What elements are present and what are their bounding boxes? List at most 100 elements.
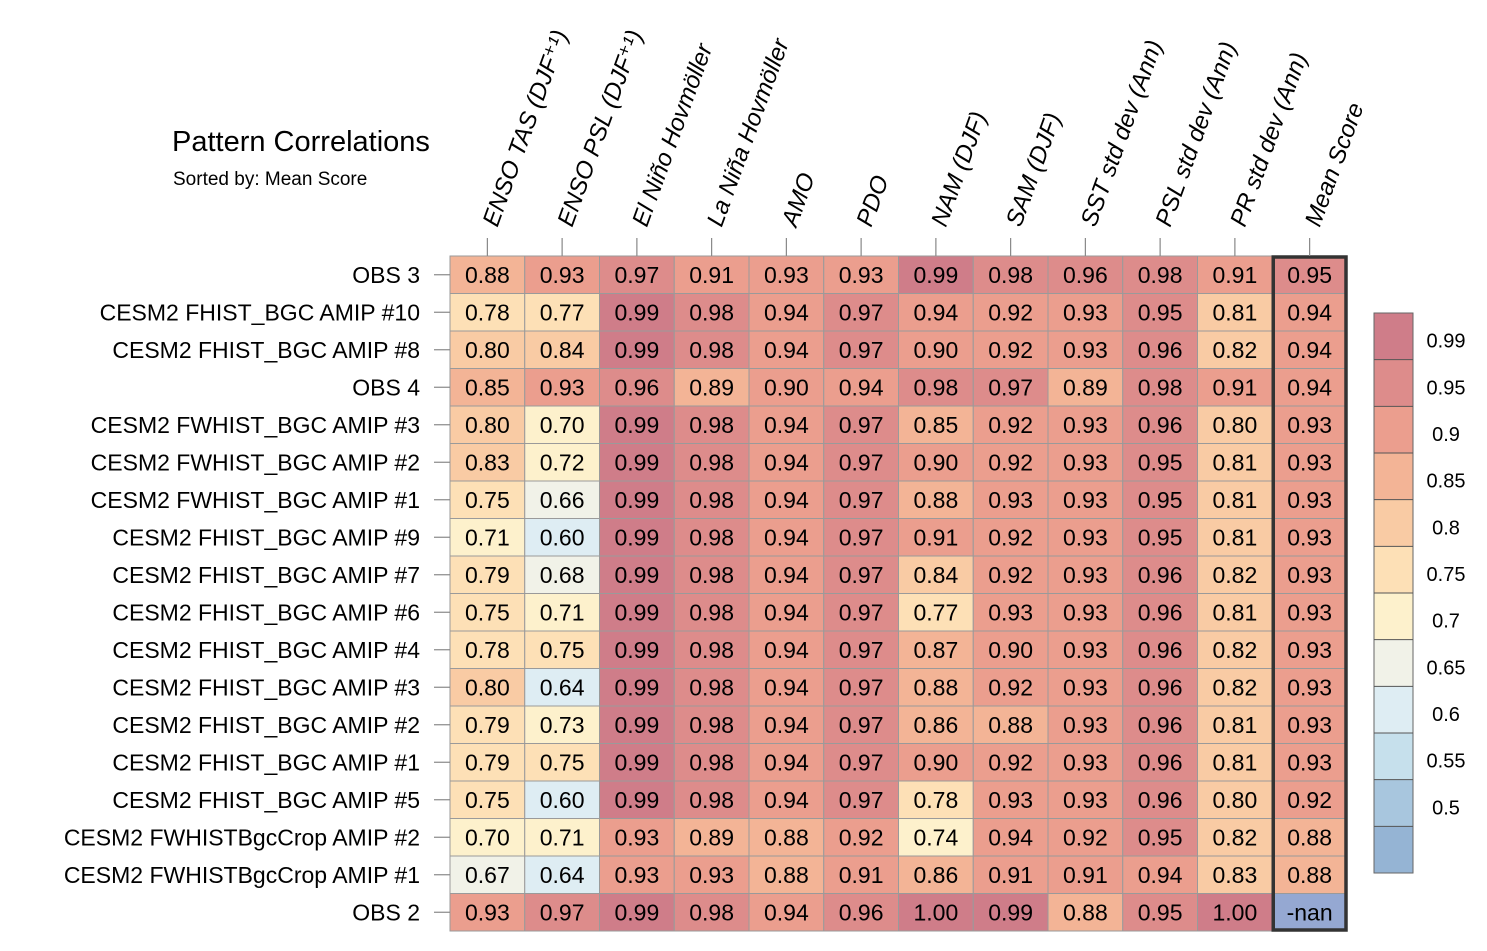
column-label: Mean Score [1300,99,1370,230]
heatmap-cell [524,480,600,519]
cell-value-label: 0.90 [764,374,809,400]
heatmap-cell [673,893,750,932]
cell-value-label: 0.64 [540,862,585,888]
heatmap-cell [972,518,1049,557]
cell-value-label: 0.88 [465,262,510,288]
cell-value-label: 0.67 [465,862,510,888]
colorbar-tick-label: 0.65 [1427,657,1466,679]
heatmap-cell [449,480,526,519]
cell-value-label: 0.92 [988,749,1033,775]
cell-value-label: 0.97 [839,299,884,325]
cell-value-label: 0.96 [1063,262,1108,288]
heatmap-cell [823,630,899,669]
row-label: OBS 4 [352,374,420,400]
heatmap-cell [1122,330,1198,369]
cell-value-label: 0.98 [689,337,734,363]
cell-value-label: 0.96 [1138,562,1183,588]
cell-value-label: 0.94 [764,337,809,363]
heatmap-cell [972,593,1049,632]
heatmap-cell [1197,368,1273,407]
cell-value-label: 0.88 [913,487,958,513]
cell-value-label: 0.75 [465,487,510,513]
heatmap-cell [898,743,974,782]
cell-value-label: 0.92 [1287,787,1332,813]
cell-value-label: 0.99 [614,524,659,550]
cell-value-label: 0.92 [1063,824,1108,850]
cell-value-label: 0.93 [1287,599,1332,625]
colorbar-tick-label: 0.6 [1432,704,1460,726]
cell-value-label: 0.98 [1138,374,1183,400]
cell-value-label: 0.99 [614,299,659,325]
heatmap-cell [1047,668,1124,707]
cell-value-label: 0.99 [614,899,659,925]
column-label: PR std dev (Ann) [1225,49,1313,230]
heatmap-cell [449,443,526,482]
cell-value-label: 0.94 [764,787,809,813]
cell-value-label: 0.93 [1063,412,1108,438]
heatmap-cell [449,630,526,669]
heatmap-cell [898,780,974,819]
heatmap-cell [599,780,675,819]
heatmap-cell [524,668,600,707]
cell-value-label: 0.86 [913,712,958,738]
row-label: CESM2 FHIST_BGC AMIP #3 [112,674,420,700]
colorbar-tick-label: 0.75 [1427,564,1466,586]
heatmap-cell [1047,893,1124,932]
cell-value-label: 0.94 [764,487,809,513]
heatmap-cell [1197,293,1273,332]
cell-value-label: 0.98 [689,562,734,588]
cell-value-label: 0.88 [764,824,809,850]
cell-value-label: 0.92 [839,824,884,850]
cell-value-label: 0.94 [764,449,809,475]
cell-value-label: 0.91 [1212,262,1257,288]
row-label: CESM2 FHIST_BGC AMIP #7 [112,562,420,588]
cell-value-label: 0.99 [614,412,659,438]
colorbar-segment [1374,826,1413,873]
cell-value-label: 0.99 [614,487,659,513]
row-label: OBS 3 [352,262,420,288]
column-label: PDO [851,172,894,230]
cell-value-label: 0.95 [1138,299,1183,325]
cell-value-label: 0.88 [1287,862,1332,888]
heatmap-cell [748,705,825,744]
colorbar-segment [1374,546,1413,593]
cell-value-label: 0.98 [1138,262,1183,288]
heatmap-cell [972,893,1049,932]
cell-value-label: 0.80 [1212,412,1257,438]
cell-value-label: 0.93 [1287,449,1332,475]
heatmap-cell [898,630,974,669]
cell-value-label: 0.90 [988,637,1033,663]
heatmap-cell [599,818,675,857]
heatmap-cell [1271,705,1348,744]
cell-value-label: 0.95 [1287,262,1332,288]
column-label: PSL std dev (Ann) [1150,38,1242,230]
cell-value-label: 0.97 [839,487,884,513]
heatmap-cell [1122,593,1198,632]
cell-value-label: 0.95 [1138,824,1183,850]
row-label: CESM2 FWHISTBgcCrop AMIP #2 [64,824,420,850]
heatmap-cell [972,855,1049,894]
cell-value-label: 0.97 [839,337,884,363]
cell-value-label: 0.94 [1138,862,1183,888]
cell-value-label: 0.93 [1063,524,1108,550]
cell-value-label: 0.98 [689,899,734,925]
cell-value-label: 0.93 [1063,749,1108,775]
cell-value-label: 0.96 [1138,787,1183,813]
heatmap-cell [823,818,899,857]
heatmap-cell [1047,593,1124,632]
cell-value-label: 0.99 [988,899,1033,925]
cell-value-label: 0.89 [1063,374,1108,400]
heatmap-cell [673,818,750,857]
cell-value-label: 0.87 [913,637,958,663]
heatmap-cell [1047,255,1124,294]
cell-value-label: 0.99 [614,637,659,663]
cell-value-label: 0.75 [465,599,510,625]
heatmap-cell [1271,593,1348,632]
cell-value-label: 0.90 [913,337,958,363]
cell-value-label: 0.84 [913,562,958,588]
cell-value-label: 0.80 [1212,787,1257,813]
row-label: CESM2 FWHIST_BGC AMIP #2 [91,449,420,475]
heatmap-cell [1197,893,1273,932]
colorbar-segment [1374,453,1413,500]
